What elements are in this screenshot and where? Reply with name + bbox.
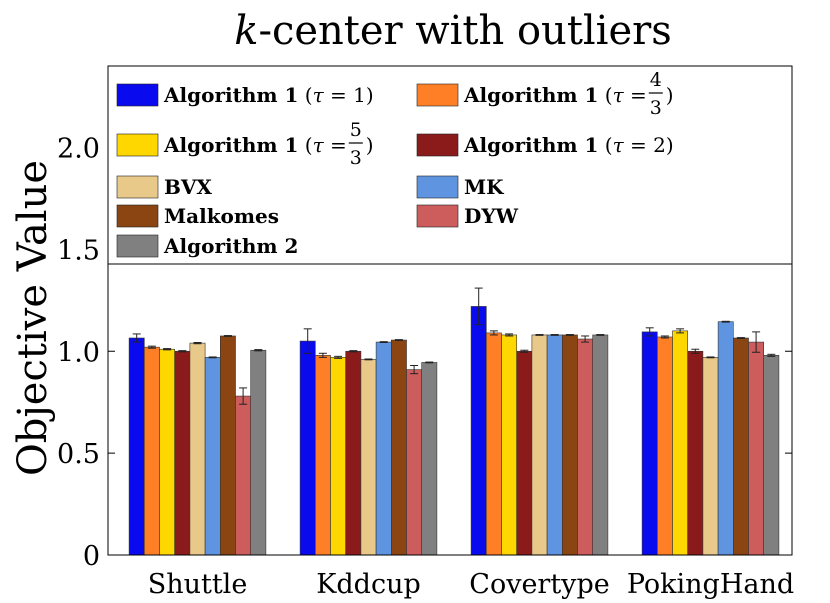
bar-1-3 bbox=[656, 336, 673, 556]
legend-label-6: Malkomes bbox=[164, 204, 279, 228]
bar-6-2 bbox=[561, 334, 578, 556]
bar-0-0 bbox=[128, 337, 145, 556]
y-tick-label: 1.0 bbox=[57, 337, 100, 368]
legend-swatch-8 bbox=[116, 234, 159, 258]
legend-label-4: BVX bbox=[164, 175, 212, 199]
y-tick-label: 0 bbox=[83, 541, 100, 572]
legend-fraction-numerator: 5 bbox=[350, 119, 362, 141]
bar-2-3 bbox=[672, 330, 688, 556]
bar-5-1 bbox=[375, 341, 392, 556]
legend-close-paren: ) bbox=[366, 133, 374, 157]
legend-label-3: Algorithm 1 (τ = 2) bbox=[463, 133, 674, 157]
legend-label-8: Algorithm 2 bbox=[163, 234, 298, 258]
bar-5-0 bbox=[204, 357, 221, 556]
legend-swatch-1 bbox=[416, 83, 459, 107]
bar-0-3 bbox=[641, 331, 658, 556]
bar-3-1 bbox=[345, 350, 362, 556]
legend-swatch-6 bbox=[116, 204, 159, 228]
y-tick-label: 2.0 bbox=[57, 134, 100, 165]
legend-swatch-4 bbox=[116, 175, 159, 199]
bar-7-1 bbox=[406, 369, 422, 556]
bar-0-1 bbox=[299, 340, 316, 556]
legend-label-2: Algorithm 1 (τ = bbox=[163, 133, 347, 157]
bar-1-1 bbox=[314, 355, 331, 556]
bar-6-3 bbox=[732, 337, 749, 556]
legend-fraction-denominator: 3 bbox=[650, 97, 662, 119]
x-tick-label: Covertype bbox=[469, 569, 609, 600]
legend-swatch-0 bbox=[116, 83, 159, 107]
legend-close-paren: ) bbox=[666, 83, 674, 107]
bar-4-2 bbox=[531, 334, 548, 556]
bar-8-0 bbox=[250, 349, 267, 556]
legend-swatch-2 bbox=[116, 133, 159, 157]
chart-title: k-center with outliers bbox=[234, 8, 672, 54]
bar-8-2 bbox=[592, 334, 609, 556]
bar-8-1 bbox=[421, 362, 438, 556]
bar-7-2 bbox=[577, 338, 593, 556]
chart-title-italic: k bbox=[234, 8, 258, 54]
bar-5-2 bbox=[546, 334, 563, 556]
x-tick-label: Kddcup bbox=[316, 569, 421, 600]
bar-8-3 bbox=[763, 355, 780, 556]
legend-label-7: DYW bbox=[464, 204, 519, 228]
bar-1-2 bbox=[485, 332, 502, 556]
bar-6-0 bbox=[220, 335, 236, 556]
chart-title-rest: -center with outliers bbox=[258, 8, 671, 54]
bar-2-0 bbox=[159, 348, 175, 556]
bar-3-0 bbox=[174, 350, 191, 556]
y-tick-label: 1.5 bbox=[57, 235, 100, 266]
bar-4-3 bbox=[702, 357, 719, 556]
legend-swatch-5 bbox=[416, 175, 459, 199]
bar-1-0 bbox=[144, 346, 160, 556]
x-tick-label: PokingHand bbox=[627, 569, 794, 600]
bar-4-1 bbox=[360, 359, 377, 556]
bar-3-2 bbox=[516, 350, 533, 556]
y-axis-label: Objective Value bbox=[10, 160, 56, 476]
legend-fraction-denominator: 3 bbox=[350, 147, 362, 169]
legend-label-0: Algorithm 1 (τ = 1) bbox=[163, 83, 374, 107]
legend-swatch-7 bbox=[416, 204, 459, 228]
legend-fraction-numerator: 4 bbox=[650, 69, 662, 91]
bar-4-0 bbox=[189, 342, 206, 556]
legend-label-5: MK bbox=[464, 175, 504, 199]
bar-7-0 bbox=[235, 395, 251, 556]
bar-6-1 bbox=[390, 339, 407, 556]
bar-3-3 bbox=[687, 350, 704, 556]
bar-7-3 bbox=[748, 341, 764, 556]
y-tick-label: 0.5 bbox=[57, 439, 100, 470]
legend-swatch-3 bbox=[416, 133, 459, 157]
bar-2-2 bbox=[501, 334, 517, 556]
bar-5-3 bbox=[717, 321, 734, 556]
legend: Algorithm 1 (τ = 1) Algorithm 1 (τ = 4 3) A… bbox=[107, 65, 793, 265]
bar-0-2 bbox=[470, 306, 487, 556]
legend-label-1: Algorithm 1 (τ = bbox=[463, 83, 647, 107]
x-tick-label: Shuttle bbox=[148, 569, 248, 600]
bar-2-1 bbox=[330, 357, 346, 556]
